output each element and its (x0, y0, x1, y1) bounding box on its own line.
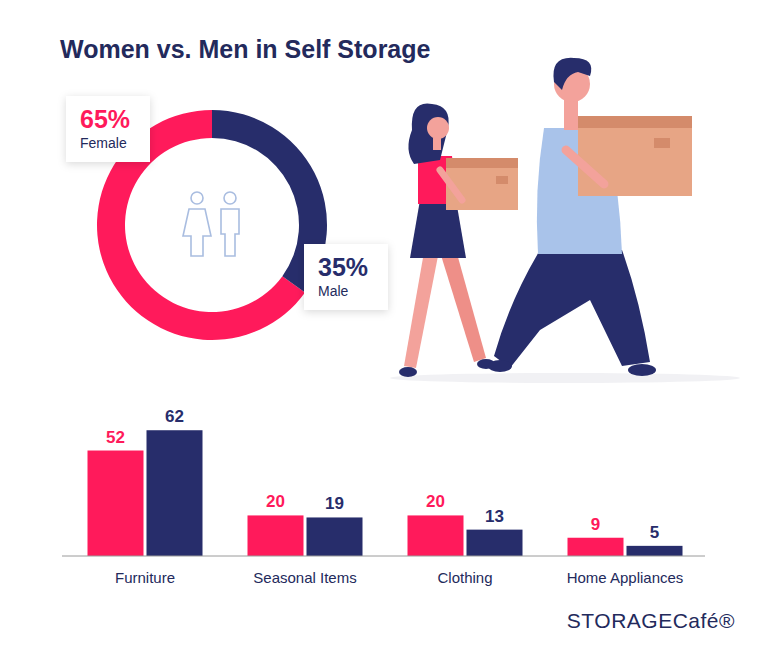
donut-category-label: Female (80, 135, 127, 151)
bar (307, 517, 363, 556)
category-label: Home Appliances (567, 569, 684, 586)
bar (147, 430, 203, 556)
bars (88, 430, 683, 556)
icon-female-head (191, 192, 203, 204)
label-box (66, 96, 150, 162)
woman-shoe (399, 367, 417, 377)
man-box-flap (578, 116, 692, 128)
data-label: 9 (591, 515, 600, 534)
donut-value-label: 65% (80, 105, 130, 133)
bar (248, 515, 304, 556)
donut-label: 65% Female (66, 96, 150, 162)
woman-hair (408, 104, 448, 164)
baseline (62, 556, 705, 557)
woman-box (446, 158, 518, 210)
label-box (304, 244, 388, 310)
woman-face (427, 117, 449, 139)
bar (627, 546, 683, 556)
man-arm (566, 150, 604, 184)
man-box-label (654, 138, 670, 148)
data-label: 52 (106, 428, 125, 447)
illustration (390, 58, 740, 383)
data-label: 62 (165, 407, 184, 426)
woman-leg (404, 252, 438, 368)
icon-male-body (221, 209, 239, 256)
category-label: Clothing (437, 569, 492, 586)
man-box (578, 116, 692, 196)
bar (408, 515, 464, 556)
icon-male-head (224, 192, 236, 204)
icon-female-body (183, 209, 211, 256)
gender-icons (183, 192, 239, 256)
man-neck (564, 98, 578, 130)
bar (568, 538, 624, 556)
woman-neck (433, 138, 441, 150)
donut-label: 35% Male (304, 244, 388, 310)
data-label: 20 (426, 492, 445, 511)
donut-category-label: Male (318, 283, 349, 299)
category-label: Seasonal Items (253, 569, 356, 586)
data-label: 20 (266, 492, 285, 511)
woman-box-label (496, 176, 508, 184)
man-shoe (628, 364, 656, 376)
brand: STORAGECafé® (567, 609, 735, 632)
man-pants (494, 250, 650, 368)
woman-box-flap (446, 158, 518, 168)
data-label: 13 (485, 507, 504, 526)
bar-labels: 52 20 20 9 62 19 13 5 (106, 407, 659, 542)
title: Women vs. Men in Self Storage (60, 35, 431, 63)
bar (467, 530, 523, 556)
bar (88, 451, 144, 556)
woman-leg (440, 250, 486, 362)
ground (390, 373, 740, 383)
data-label: 5 (650, 523, 659, 542)
canvas: Women vs. Men in Self Storage 65% Female 35… (0, 0, 770, 657)
man-shoe (488, 360, 512, 372)
donut-value-label: 35% (318, 253, 368, 281)
man-hair (553, 58, 591, 90)
category-label: Furniture (115, 569, 175, 586)
data-label: 19 (325, 494, 344, 513)
woman-arm (440, 170, 462, 200)
